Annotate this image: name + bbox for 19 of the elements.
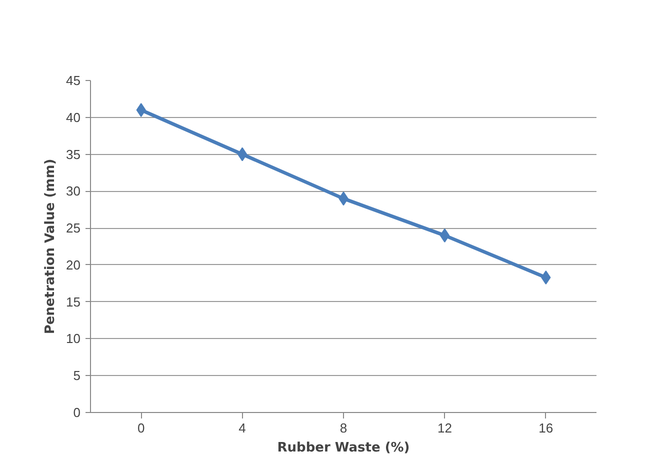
y-tick-label: 0 — [73, 405, 81, 420]
x-tick-label: 0 — [137, 420, 145, 436]
y-tick-label: 40 — [66, 110, 81, 125]
y-tick-label: 15 — [66, 294, 81, 310]
x-tick-label: 8 — [340, 420, 348, 436]
y-tick-label: 35 — [66, 146, 81, 162]
point — [237, 147, 248, 162]
x-axis-title: Rubber Waste (%) — [277, 440, 410, 456]
y-tick-label: 5 — [73, 368, 81, 384]
x-tick-label: 4 — [238, 420, 246, 436]
y-tick-label: 45 — [66, 73, 81, 88]
point — [440, 228, 450, 242]
x-tick-label: 12 — [437, 420, 452, 436]
y-tick-label: 25 — [66, 220, 81, 236]
y-tick-label: 10 — [66, 331, 81, 346]
y-axis-title: Penetration Value (mm) — [43, 158, 58, 334]
y-tick-label: 20 — [66, 257, 81, 272]
x-tick-label: 16 — [538, 420, 554, 436]
y-tick-label: 30 — [66, 184, 81, 199]
